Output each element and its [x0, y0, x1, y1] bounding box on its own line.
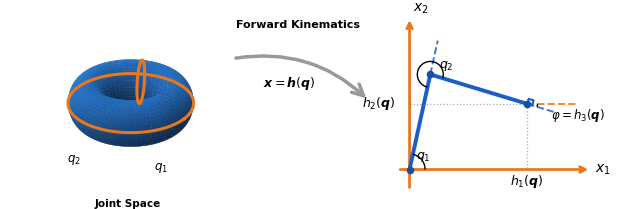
Text: $q_1$: $q_1$	[417, 150, 431, 164]
Text: $x_2$: $x_2$	[413, 1, 429, 16]
Text: $h_1(\boldsymbol{q})$: $h_1(\boldsymbol{q})$	[510, 173, 544, 190]
Text: $q_2$: $q_2$	[439, 59, 454, 73]
Text: $\boldsymbol{x} = \boldsymbol{h}(\boldsymbol{q})$: $\boldsymbol{x} = \boldsymbol{h}(\boldsy…	[263, 75, 316, 92]
Text: $\varphi = h_3(\boldsymbol{q})$: $\varphi = h_3(\boldsymbol{q})$	[551, 107, 605, 124]
Text: Joint Space: Joint Space	[95, 199, 161, 209]
Text: Forward Kinematics: Forward Kinematics	[236, 20, 360, 30]
FancyArrowPatch shape	[236, 56, 364, 96]
Text: $h_2(\boldsymbol{q})$: $h_2(\boldsymbol{q})$	[362, 95, 396, 112]
Text: $x_1$: $x_1$	[595, 162, 611, 177]
